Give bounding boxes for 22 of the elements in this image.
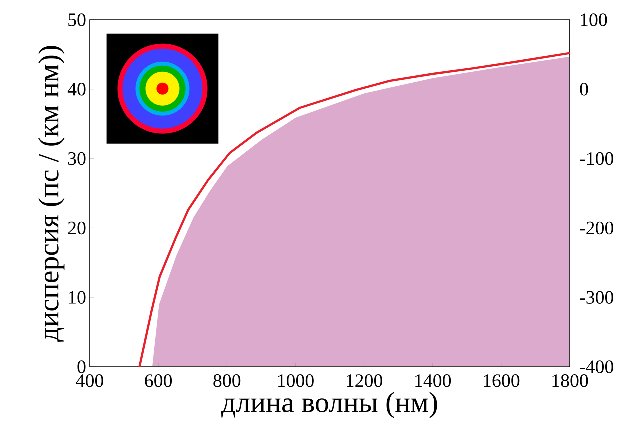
y-tick-label: 10 [69,291,86,304]
y-tick-label: 20 [68,222,86,235]
x-axis-title: длина волны (нм) [221,392,438,418]
y-tick-label: 0 [78,360,86,374]
x-tick-label: 1800 [552,374,588,388]
x-tick-label: 600 [145,374,172,388]
y2-tick-label: 100 [581,14,608,26]
y2-tick-label: -400 [580,360,614,374]
x-tick-label: 1400 [416,374,452,388]
y2-tick-label: -300 [580,291,614,304]
y2-tick-label: -200 [580,222,614,235]
y2-tick-label: -100 [580,152,614,166]
x-tick-label: 400 [76,374,104,388]
x-tick-label: 1200 [347,374,382,388]
y-axis-title: дисперсия (пс / (км нм)) [38,46,65,342]
y2-tick-label: 0 [580,83,588,96]
x-tick-label: 1600 [484,374,520,388]
x-tick-label: 800 [214,374,241,388]
y-tick-label: 50 [68,14,86,26]
x-tick-label: 1000 [278,374,314,388]
y-tick-label: 40 [68,83,86,96]
y-tick-label: 30 [68,152,86,166]
